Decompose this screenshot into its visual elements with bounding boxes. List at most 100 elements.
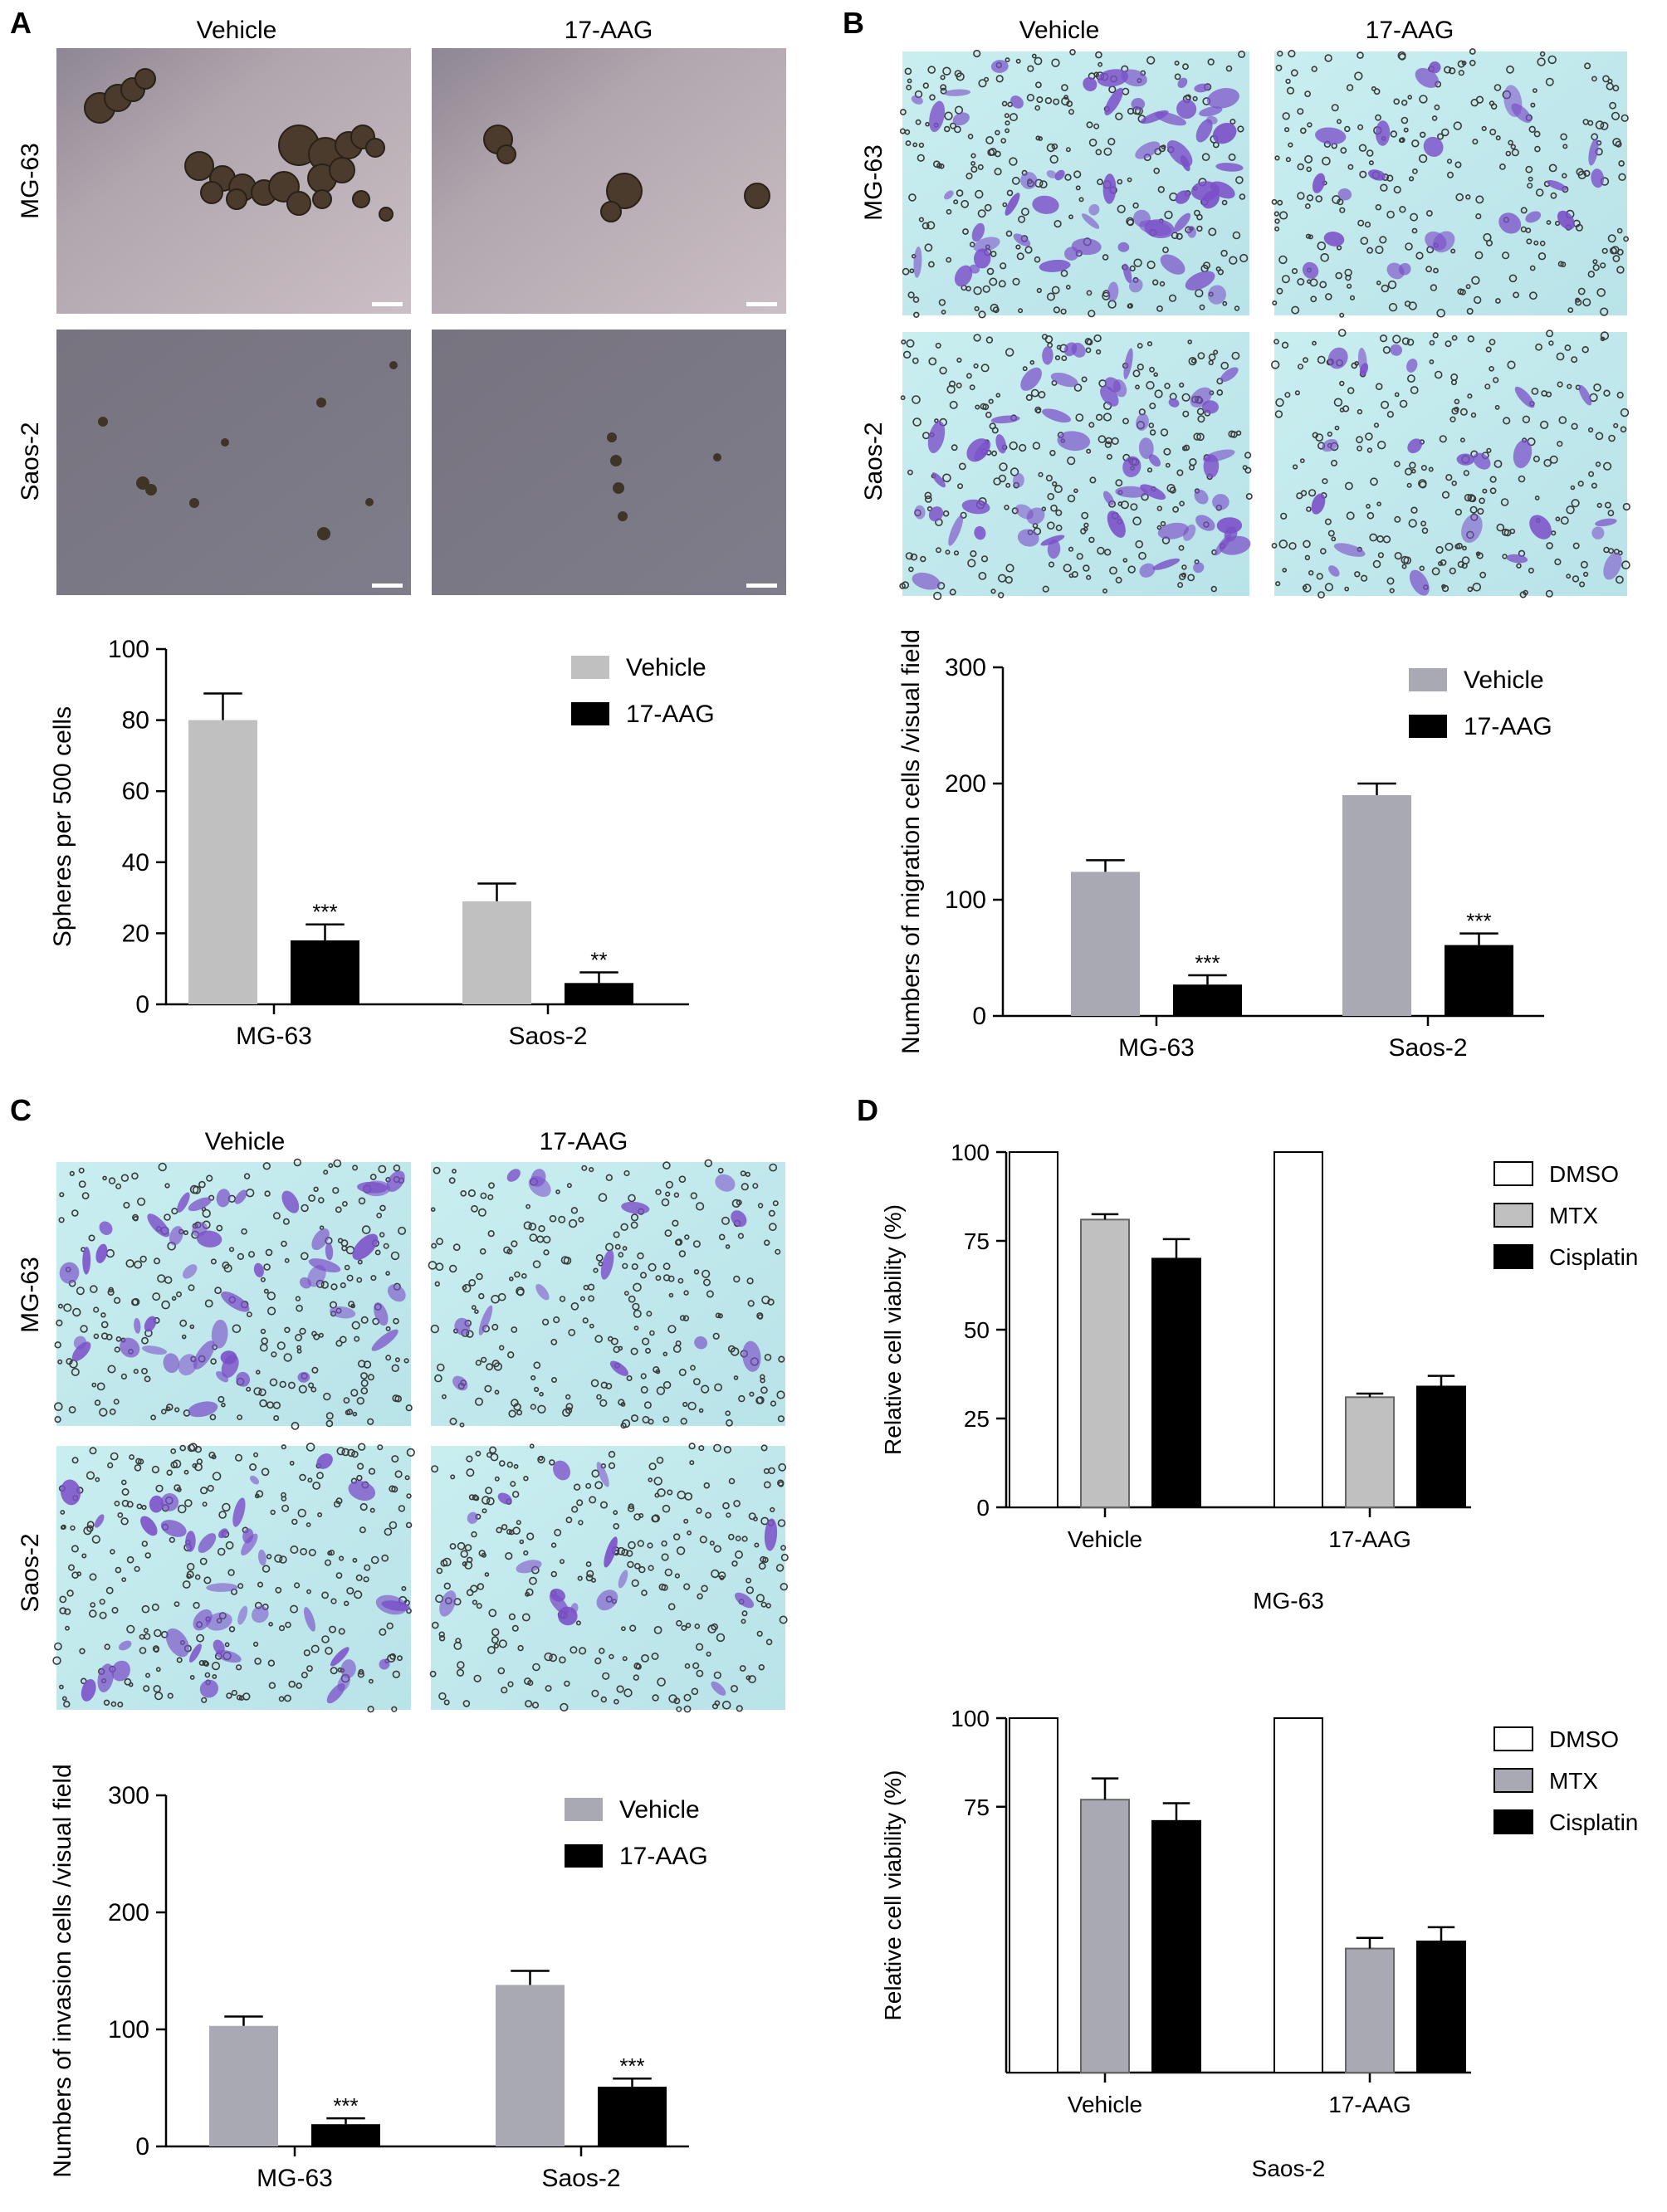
pore <box>1577 481 1584 487</box>
pore <box>352 1411 358 1417</box>
pore <box>1026 93 1034 102</box>
pore <box>1513 291 1519 299</box>
pore <box>618 1345 623 1351</box>
pore <box>359 1502 368 1511</box>
stained-cell <box>97 1663 115 1692</box>
col-label-vehicle: Vehicle <box>197 17 277 44</box>
stained-cell <box>185 1531 196 1552</box>
pore <box>1157 186 1166 193</box>
pore <box>1593 383 1601 392</box>
pore <box>154 1257 161 1265</box>
pore <box>1088 139 1097 147</box>
pore <box>1239 253 1249 263</box>
pore <box>462 1285 467 1291</box>
pore <box>1446 159 1453 164</box>
pore <box>674 1573 681 1579</box>
bar <box>1345 1947 1395 2074</box>
pore <box>1078 197 1084 203</box>
pore <box>760 1444 768 1452</box>
pore <box>1285 78 1291 85</box>
pore <box>161 1409 167 1414</box>
pore <box>464 1544 472 1551</box>
pore <box>268 1622 273 1627</box>
row-label-mg63: MG-63 <box>17 1257 44 1333</box>
pore <box>1221 199 1228 206</box>
pore <box>1545 589 1553 598</box>
pore <box>980 555 989 563</box>
pore <box>1370 477 1378 486</box>
pore <box>406 1448 415 1457</box>
pore <box>291 1518 298 1526</box>
pore <box>1282 112 1290 120</box>
pore <box>266 1292 276 1301</box>
pore <box>1201 153 1210 161</box>
pore <box>1539 51 1546 57</box>
pore <box>734 1550 743 1560</box>
pore <box>104 1643 110 1650</box>
stained-cell <box>120 1337 140 1358</box>
pore <box>1441 491 1450 499</box>
panel-c-micrographs: Vehicle 17-AAG MG-63 Saos-2 <box>17 1128 789 1713</box>
stained-cell <box>1547 179 1567 191</box>
pore <box>428 1261 438 1270</box>
pore <box>768 1209 775 1217</box>
pore <box>179 1319 188 1327</box>
pore <box>294 1582 301 1589</box>
pore <box>1535 343 1542 351</box>
pore <box>63 1303 72 1312</box>
pore <box>143 1628 149 1633</box>
pore <box>263 1288 269 1294</box>
stained-cell <box>929 100 946 133</box>
pore <box>212 1472 222 1481</box>
pore <box>115 1566 122 1574</box>
pore <box>344 1264 350 1271</box>
pore <box>560 1702 569 1711</box>
pore <box>595 1254 604 1262</box>
pore <box>1571 356 1578 364</box>
stained-cell <box>1115 486 1148 498</box>
pore <box>1595 461 1601 467</box>
pore <box>667 1325 677 1334</box>
pore <box>925 121 930 127</box>
stained-cell <box>1529 515 1552 540</box>
stained-cell <box>1215 163 1244 172</box>
pore <box>620 1402 626 1407</box>
pore <box>609 1653 614 1660</box>
pore <box>1199 304 1205 310</box>
pore <box>989 147 997 156</box>
pore <box>125 1259 134 1268</box>
pore <box>491 1636 499 1644</box>
legend-swatch <box>1493 1726 1533 1751</box>
pore <box>333 1159 342 1168</box>
stained-cell <box>1588 138 1599 166</box>
pore <box>713 1671 721 1679</box>
pore <box>68 1406 76 1414</box>
pore <box>268 1682 276 1689</box>
pore <box>249 1463 257 1472</box>
pore <box>405 1404 413 1412</box>
pore <box>1375 204 1382 211</box>
pore <box>1229 256 1238 265</box>
pore <box>129 1454 134 1460</box>
pore <box>1047 521 1055 530</box>
stained-cell <box>1375 120 1391 146</box>
stained-cell <box>257 1549 266 1566</box>
pore <box>120 1373 127 1379</box>
pore <box>478 1292 485 1300</box>
pore <box>1612 85 1620 92</box>
pore <box>1169 486 1176 494</box>
stained-cell <box>216 1371 229 1383</box>
pore <box>1068 109 1075 115</box>
pore <box>1479 571 1487 579</box>
pore <box>942 510 950 517</box>
pore <box>1528 125 1536 134</box>
stained-cell <box>452 1375 468 1391</box>
pore <box>401 1585 407 1591</box>
pore <box>449 1418 457 1426</box>
pore <box>1005 348 1014 357</box>
pore <box>1550 192 1557 199</box>
pore <box>1146 381 1155 390</box>
pore <box>1533 88 1537 93</box>
pore <box>1297 192 1305 200</box>
pore <box>1009 113 1019 122</box>
